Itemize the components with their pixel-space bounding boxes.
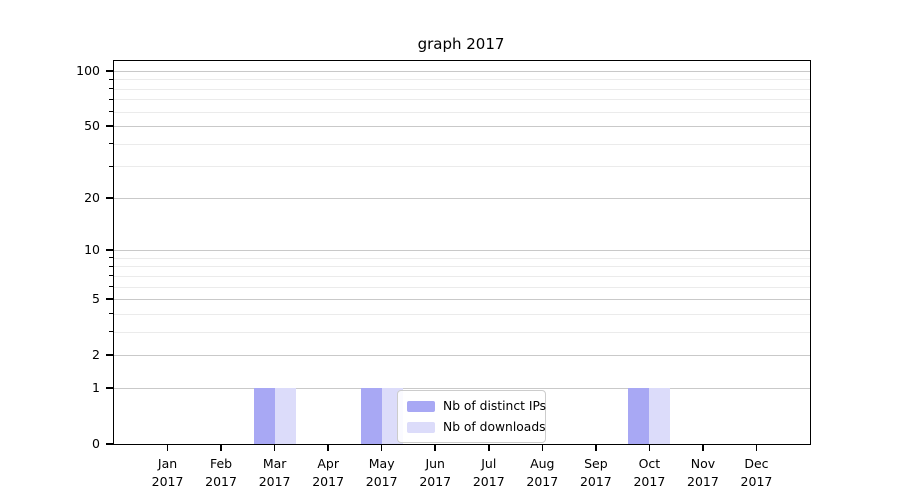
y-minor-tick — [108, 111, 113, 113]
y-minor-tick — [108, 265, 113, 267]
x-tick — [220, 444, 222, 451]
x-tick — [434, 444, 436, 451]
x-tick-label: Sep 2017 — [579, 456, 612, 489]
y-tick — [105, 387, 113, 389]
y-minor-tick — [108, 331, 113, 333]
bar-downloads — [274, 387, 296, 444]
minor-gridline — [114, 99, 810, 101]
major-gridline — [114, 387, 810, 389]
y-tick-label: 10 — [84, 242, 100, 258]
x-tick-label: Mar 2017 — [258, 456, 291, 489]
y-tick — [105, 249, 113, 251]
bar-downloads — [649, 387, 671, 444]
major-gridline — [114, 126, 810, 128]
minor-gridline — [114, 79, 810, 81]
x-tick — [380, 444, 383, 451]
y-tick — [105, 443, 113, 445]
minor-gridline — [114, 286, 810, 288]
x-tick — [595, 444, 597, 451]
bar-distinct-ips — [360, 387, 382, 444]
x-tick — [648, 444, 651, 451]
x-tick-label: May 2017 — [365, 456, 398, 489]
major-gridline — [114, 355, 810, 357]
y-minor-tick — [108, 88, 113, 90]
x-tick-label: Aug 2017 — [526, 456, 559, 489]
y-minor-tick — [108, 257, 113, 259]
legend-entry: Nb of downloads — [407, 419, 546, 435]
major-gridline — [114, 250, 810, 252]
major-gridline — [114, 70, 810, 72]
y-tick — [105, 354, 113, 356]
legend-swatch-icon — [407, 400, 435, 412]
x-tick-label: Apr 2017 — [312, 456, 345, 489]
plot-area: 0 1 2 5 10 20 50 100 Jan 2017 Feb 2017 Mar 2017 Apr… — [76, 60, 811, 489]
y-tick-label: 100 — [76, 62, 100, 78]
y-minor-tick — [108, 78, 113, 80]
x-tick-label: Feb 2017 — [205, 456, 237, 489]
minor-gridline — [114, 88, 810, 90]
x-tick-label: Jun 2017 — [419, 456, 452, 489]
y-minor-tick — [108, 275, 113, 277]
legend-label: Nb of downloads — [443, 420, 546, 434]
y-minor-tick — [108, 313, 113, 315]
x-tick — [166, 444, 169, 451]
y-tick-label: 0 — [92, 436, 100, 451]
x-tick-label: Nov 2017 — [687, 456, 719, 489]
y-minor-tick — [108, 165, 113, 167]
y-minor-tick — [108, 98, 113, 100]
chart-title: graph 2017 — [417, 35, 505, 53]
y-minor-tick — [108, 286, 113, 288]
x-tick-label: Dec 2017 — [740, 456, 773, 489]
bar-distinct-ips — [253, 387, 275, 444]
minor-gridline — [114, 257, 810, 259]
legend-swatch-icon — [407, 421, 435, 433]
x-tick — [755, 444, 758, 451]
y-tick-label: 5 — [92, 291, 100, 307]
y-tick-label: 1 — [92, 379, 100, 395]
y-tick — [105, 125, 113, 127]
x-tick-label: Jan 2017 — [151, 456, 184, 489]
minor-gridline — [114, 143, 810, 145]
minor-gridline — [114, 166, 810, 168]
major-gridline — [114, 299, 810, 301]
x-tick-label: Oct 2017 — [633, 456, 666, 489]
x-tick — [488, 444, 490, 451]
legend-label: Nb of distinct IPs — [443, 399, 547, 413]
y-tick-label: 2 — [92, 347, 100, 363]
x-tick — [273, 444, 276, 451]
minor-gridline — [114, 111, 810, 113]
bar-distinct-ips — [628, 387, 650, 444]
y-tick — [105, 70, 113, 72]
y-tick-label: 50 — [84, 118, 100, 134]
y-minor-tick — [108, 143, 113, 145]
y-tick-label: 20 — [84, 189, 100, 205]
x-tick — [702, 444, 704, 451]
minor-gridline — [114, 275, 810, 277]
x-tick — [541, 444, 544, 451]
minor-gridline — [114, 313, 810, 315]
major-gridline — [114, 197, 810, 199]
minor-gridline — [114, 331, 810, 333]
x-tick-label: Jul 2017 — [472, 456, 505, 489]
legend: Nb of distinct IPs Nb of downloads — [397, 390, 546, 443]
legend-entry: Nb of distinct IPs — [407, 398, 546, 414]
x-tick — [327, 444, 329, 451]
y-tick — [105, 298, 113, 300]
minor-gridline — [114, 266, 810, 268]
y-tick — [105, 197, 113, 199]
